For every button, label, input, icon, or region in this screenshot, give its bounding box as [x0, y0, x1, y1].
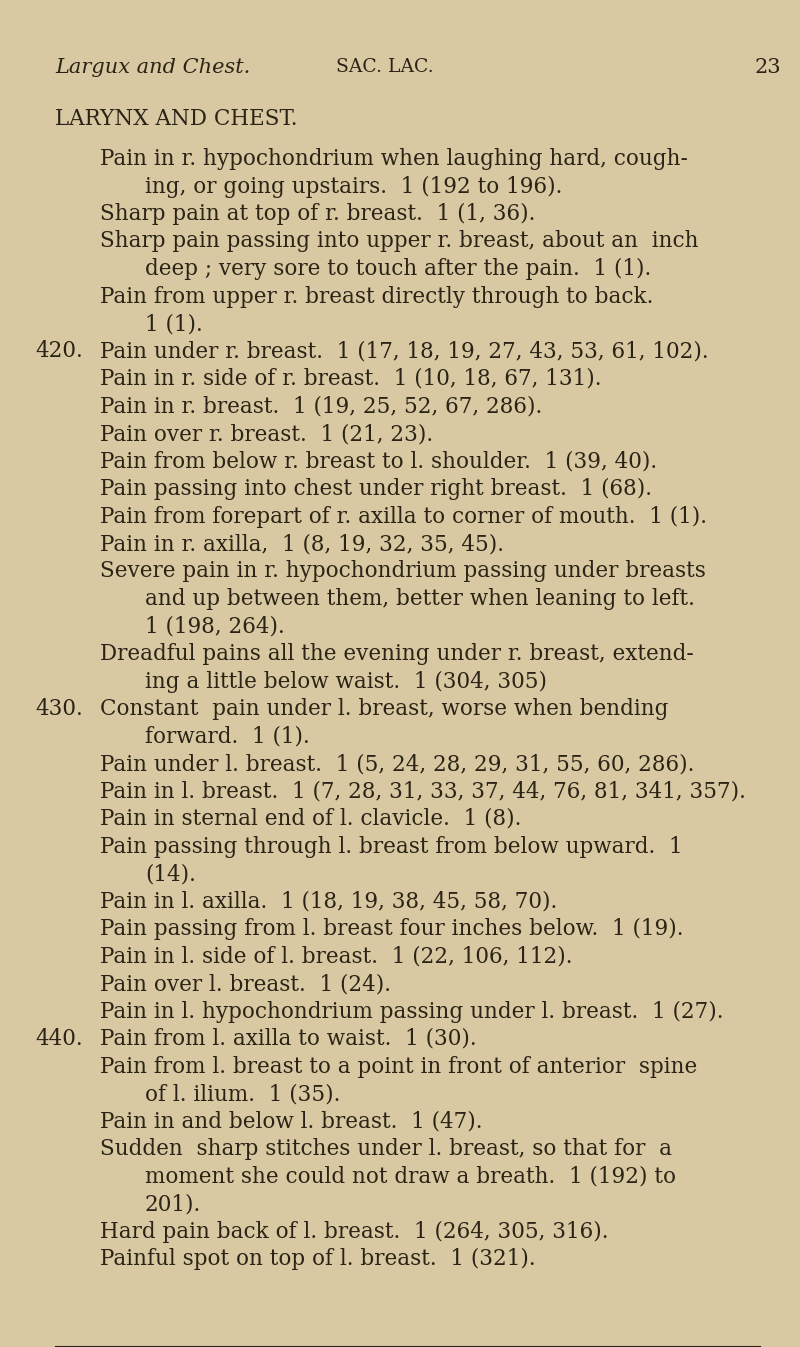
- Text: Sudden  sharp stitches under l. breast, so that for  a: Sudden sharp stitches under l. breast, s…: [100, 1138, 672, 1160]
- Text: Pain in r. axilla,  1 (8, 19, 32, 35, 45).: Pain in r. axilla, 1 (8, 19, 32, 35, 45)…: [100, 533, 504, 555]
- Text: ing a little below waist.  1 (304, 305): ing a little below waist. 1 (304, 305): [145, 671, 547, 692]
- Text: SAC. LAC.: SAC. LAC.: [336, 58, 434, 75]
- Text: Painful spot on top of l. breast.  1 (321).: Painful spot on top of l. breast. 1 (321…: [100, 1249, 536, 1270]
- Text: Pain over l. breast.  1 (24).: Pain over l. breast. 1 (24).: [100, 973, 391, 995]
- Text: Pain from forepart of r. axilla to corner of mouth.  1 (1).: Pain from forepart of r. axilla to corne…: [100, 505, 707, 528]
- Text: 1 (1).: 1 (1).: [145, 313, 202, 335]
- Text: Sharp pain at top of r. breast.  1 (1, 36).: Sharp pain at top of r. breast. 1 (1, 36…: [100, 203, 535, 225]
- Text: Sharp pain passing into upper r. breast, about an  inch: Sharp pain passing into upper r. breast,…: [100, 230, 698, 252]
- Text: Pain in and below l. breast.  1 (47).: Pain in and below l. breast. 1 (47).: [100, 1110, 482, 1133]
- Text: 440.: 440.: [35, 1028, 82, 1051]
- Text: deep ; very sore to touch after the pain.  1 (1).: deep ; very sore to touch after the pain…: [145, 259, 651, 280]
- Text: Pain passing from l. breast four inches below.  1 (19).: Pain passing from l. breast four inches …: [100, 919, 683, 940]
- Text: Pain from l. axilla to waist.  1 (30).: Pain from l. axilla to waist. 1 (30).: [100, 1028, 477, 1051]
- Text: Severe pain in r. hypochondrium passing under breasts: Severe pain in r. hypochondrium passing …: [100, 560, 706, 582]
- Text: Pain under l. breast.  1 (5, 24, 28, 29, 31, 55, 60, 286).: Pain under l. breast. 1 (5, 24, 28, 29, …: [100, 753, 694, 775]
- Text: Pain passing into chest under right breast.  1 (68).: Pain passing into chest under right brea…: [100, 478, 652, 500]
- Text: moment she could not draw a breath.  1 (192) to: moment she could not draw a breath. 1 (1…: [145, 1165, 676, 1188]
- Text: Pain in r. side of r. breast.  1 (10, 18, 67, 131).: Pain in r. side of r. breast. 1 (10, 18,…: [100, 368, 602, 391]
- Text: Hard pain back of l. breast.  1 (264, 305, 316).: Hard pain back of l. breast. 1 (264, 305…: [100, 1220, 609, 1242]
- Text: 420.: 420.: [35, 341, 82, 362]
- Text: Pain in l. side of l. breast.  1 (22, 106, 112).: Pain in l. side of l. breast. 1 (22, 106…: [100, 946, 573, 967]
- Text: Pain from l. breast to a point in front of anterior  spine: Pain from l. breast to a point in front …: [100, 1056, 698, 1078]
- Text: ing, or going upstairs.  1 (192 to 196).: ing, or going upstairs. 1 (192 to 196).: [145, 175, 562, 198]
- Text: Dreadful pains all the evening under r. breast, extend-: Dreadful pains all the evening under r. …: [100, 643, 694, 665]
- Text: 23: 23: [755, 58, 782, 77]
- Text: Pain from upper r. breast directly through to back.: Pain from upper r. breast directly throu…: [100, 286, 654, 307]
- Text: Pain in r. hypochondrium when laughing hard, cough-: Pain in r. hypochondrium when laughing h…: [100, 148, 688, 170]
- Text: Pain under r. breast.  1 (17, 18, 19, 27, 43, 53, 61, 102).: Pain under r. breast. 1 (17, 18, 19, 27,…: [100, 341, 709, 362]
- Text: Pain in l. axilla.  1 (18, 19, 38, 45, 58, 70).: Pain in l. axilla. 1 (18, 19, 38, 45, 58…: [100, 890, 558, 912]
- Text: LARYNX AND CHEST.: LARYNX AND CHEST.: [55, 108, 298, 131]
- Text: Pain in l. breast.  1 (7, 28, 31, 33, 37, 44, 76, 81, 341, 357).: Pain in l. breast. 1 (7, 28, 31, 33, 37,…: [100, 780, 746, 803]
- Text: Pain in r. breast.  1 (19, 25, 52, 67, 286).: Pain in r. breast. 1 (19, 25, 52, 67, 28…: [100, 396, 542, 418]
- Text: Pain passing through l. breast from below upward.  1: Pain passing through l. breast from belo…: [100, 835, 682, 858]
- Text: Pain from below r. breast to l. shoulder.  1 (39, 40).: Pain from below r. breast to l. shoulder…: [100, 450, 657, 473]
- Text: 1 (198, 264).: 1 (198, 264).: [145, 616, 285, 637]
- Text: and up between them, better when leaning to left.: and up between them, better when leaning…: [145, 589, 695, 610]
- Text: of l. ilium.  1 (35).: of l. ilium. 1 (35).: [145, 1083, 340, 1105]
- Text: forward.  1 (1).: forward. 1 (1).: [145, 726, 310, 748]
- Text: Pain in l. hypochondrium passing under l. breast.  1 (27).: Pain in l. hypochondrium passing under l…: [100, 1001, 723, 1022]
- Text: 201).: 201).: [145, 1193, 202, 1215]
- Text: (14).: (14).: [145, 863, 196, 885]
- Text: Pain over r. breast.  1 (21, 23).: Pain over r. breast. 1 (21, 23).: [100, 423, 433, 445]
- Text: Largux and Chest.: Largux and Chest.: [55, 58, 250, 77]
- Text: 430.: 430.: [35, 698, 82, 721]
- Text: Pain in sternal end of l. clavicle.  1 (8).: Pain in sternal end of l. clavicle. 1 (8…: [100, 808, 522, 830]
- Text: Constant  pain under l. breast, worse when bending: Constant pain under l. breast, worse whe…: [100, 698, 669, 721]
